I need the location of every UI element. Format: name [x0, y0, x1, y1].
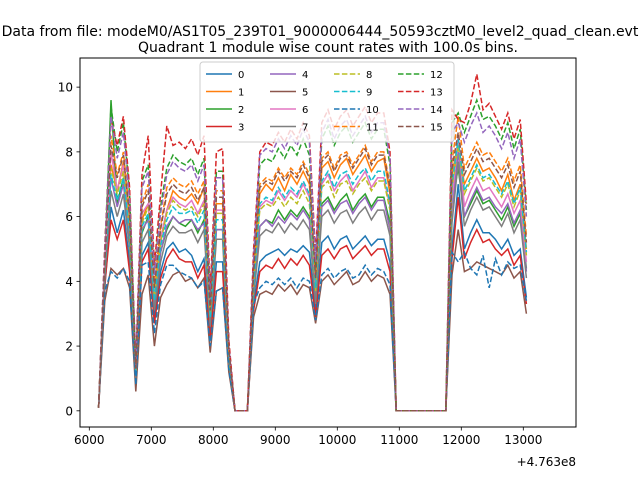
- series-line-0: [97, 184, 528, 412]
- x-tick-label: 8000: [198, 433, 229, 447]
- legend-label-14: 14: [430, 105, 443, 116]
- legend-label-2: 2: [238, 105, 244, 116]
- legend-label-3: 3: [238, 123, 244, 134]
- x-axis: 6000 7000 8000 9000 10000 11000 12000 13000: [74, 427, 542, 447]
- legend-label-15: 15: [430, 123, 443, 134]
- y-tick-label: 8: [65, 145, 73, 159]
- legend-label-8: 8: [366, 70, 372, 81]
- legend-box: [199, 61, 455, 143]
- series-line-3: [97, 197, 528, 412]
- y-tick-label: 10: [58, 81, 73, 95]
- x-tick-label: 6000: [74, 433, 105, 447]
- series-line-7: [97, 161, 528, 412]
- y-tick-label: 6: [65, 210, 73, 224]
- series-line-15: [97, 132, 528, 412]
- y-tick-label: 4: [65, 275, 73, 289]
- legend-label-5: 5: [302, 88, 308, 99]
- x-tick-label: 12000: [442, 433, 480, 447]
- legend-label-12: 12: [430, 70, 443, 81]
- series-line-14: [97, 110, 528, 412]
- legend-label-4: 4: [302, 70, 308, 81]
- axes-frame: [79, 57, 577, 428]
- x-tick-label: 11000: [380, 433, 418, 447]
- legend-label-7: 7: [302, 123, 308, 134]
- plot-series-group: [97, 74, 528, 412]
- x-axis-offset-label: +4.763e8: [517, 455, 576, 469]
- figure-suptitle: Data from file: modeM0/AS1T05_239T01_900…: [2, 24, 639, 40]
- legend-label-13: 13: [430, 88, 443, 99]
- x-tick-label: 7000: [136, 433, 167, 447]
- y-tick-label: 0: [65, 404, 73, 418]
- series-line-13: [97, 74, 528, 412]
- series-line-10: [97, 249, 528, 412]
- legend-label-10: 10: [366, 105, 379, 116]
- x-tick-label: 9000: [260, 433, 291, 447]
- legend-label-6: 6: [302, 105, 308, 116]
- legend-label-1: 1: [238, 88, 244, 99]
- series-line-9: [97, 138, 528, 412]
- y-axis: 0 2 4 6 8 10: [58, 81, 80, 418]
- x-tick-label: 10000: [318, 433, 356, 447]
- series-line-6: [97, 135, 528, 412]
- x-tick-label: 13000: [504, 433, 542, 447]
- legend-label-9: 9: [366, 88, 372, 99]
- legend-label-11: 11: [366, 123, 379, 134]
- series-line-5: [97, 229, 528, 412]
- y-tick-label: 2: [65, 340, 73, 354]
- chart-title: Quadrant 1 module wise count rates with …: [138, 40, 518, 56]
- legend-label-0: 0: [238, 70, 244, 81]
